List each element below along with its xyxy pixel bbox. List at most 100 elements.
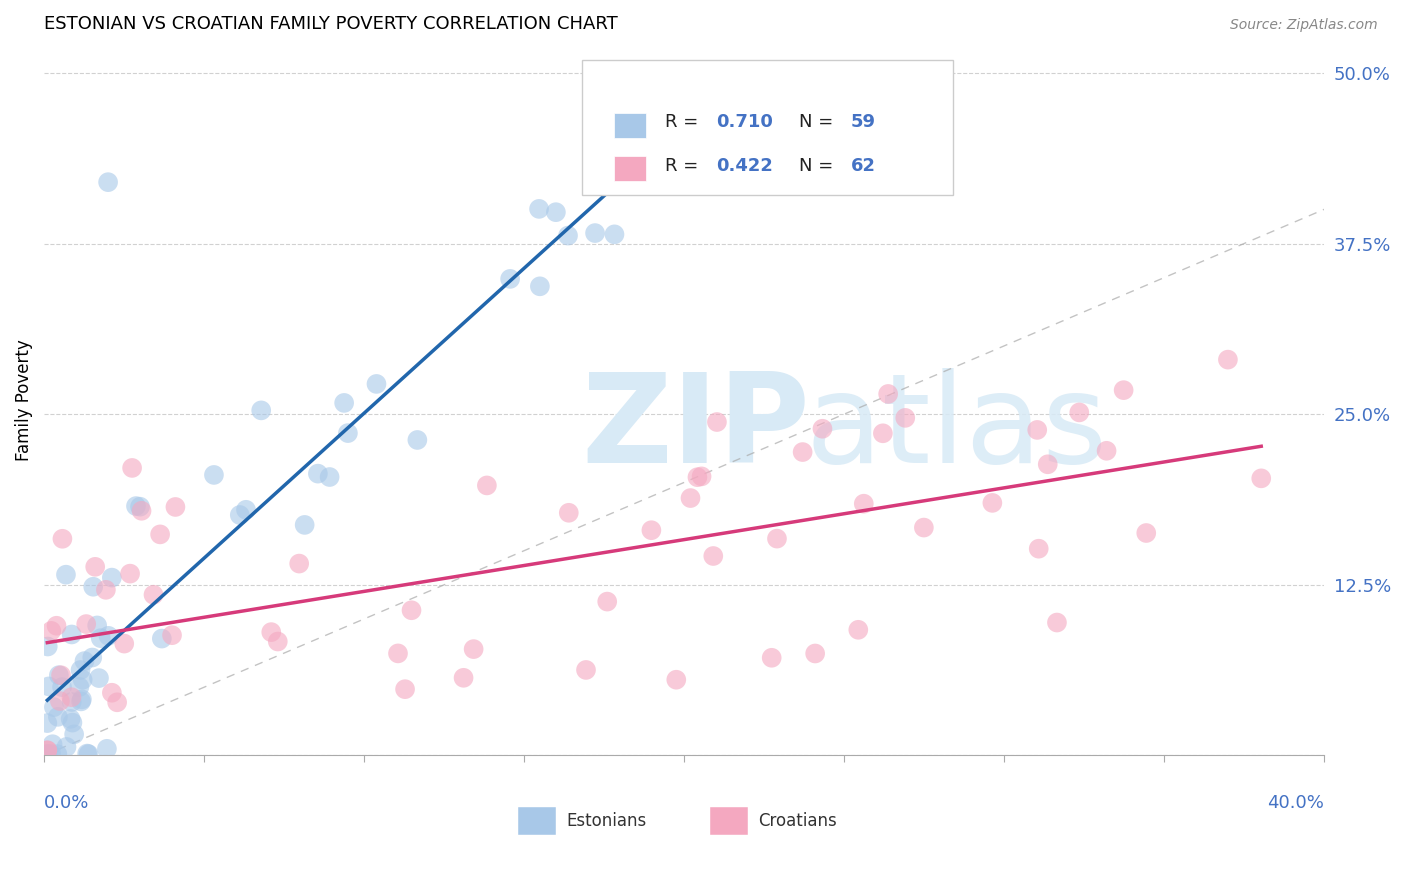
Point [463,642,485,657]
Point [1069,405,1091,419]
Point [558,506,581,520]
Point [37,747,59,761]
Point [1250,471,1272,485]
Point [499,272,522,286]
Point [125,499,148,513]
Point [307,467,329,481]
Point [70,694,93,708]
Point [62,715,84,730]
Point [686,470,709,484]
Point [39,747,62,761]
Point [202,467,225,482]
Point [544,205,567,219]
Point [336,426,359,441]
Point [690,469,713,483]
Point [39,624,62,638]
Point [105,695,128,709]
Text: 62: 62 [851,157,876,176]
Point [288,557,311,571]
Point [557,228,579,243]
Point [250,403,273,417]
Text: ZIP: ZIP [582,368,810,490]
Text: 0.0%: 0.0% [44,795,90,813]
Text: 0.422: 0.422 [716,157,773,176]
Point [60,690,83,705]
Point [129,500,152,514]
Point [1095,443,1118,458]
Point [37,743,59,757]
Text: atlas: atlas [806,368,1108,490]
Text: Source: ZipAtlas.com: Source: ZipAtlas.com [1230,18,1378,32]
Point [86,618,108,632]
Point [41,737,63,751]
Point [894,410,917,425]
Point [70,692,93,706]
Point [59,712,82,726]
Point [1046,615,1069,630]
Text: Croatians: Croatians [758,812,837,830]
Point [72,673,94,687]
Point [706,415,728,429]
Point [852,497,875,511]
Point [702,549,724,563]
Text: ESTONIAN VS CROATIAN FAMILY POVERTY CORRELATION CHART: ESTONIAN VS CROATIAN FAMILY POVERTY CORR… [44,15,617,33]
Point [51,532,73,546]
Point [82,650,104,665]
Point [37,716,59,731]
Point [912,520,935,534]
Point [872,426,894,441]
Point [46,747,69,761]
Point [387,647,409,661]
Bar [613,113,645,138]
Point [846,623,869,637]
Point [165,500,187,514]
Text: 59: 59 [851,113,876,131]
Point [981,496,1004,510]
Point [77,747,100,761]
Point [120,566,142,581]
Point [260,625,283,640]
Point [48,668,70,682]
Text: 0.710: 0.710 [716,113,773,131]
Point [366,376,388,391]
Point [527,202,550,216]
Point [804,647,827,661]
FancyBboxPatch shape [582,60,953,194]
Point [37,747,59,761]
Point [67,680,90,694]
Point [394,682,416,697]
Point [596,594,619,608]
Point [94,582,117,597]
Point [766,532,789,546]
Point [60,695,83,709]
Point [1216,352,1239,367]
Point [406,433,429,447]
Point [49,694,72,708]
Bar [517,806,555,835]
Point [84,559,107,574]
Point [101,686,124,700]
Point [229,508,252,522]
Point [149,527,172,541]
Point [665,673,688,687]
Point [333,396,356,410]
Point [55,739,77,754]
Point [97,175,120,189]
Text: N =: N = [799,113,839,131]
Point [51,680,73,694]
Point [76,747,98,761]
Point [1028,541,1050,556]
Point [235,503,257,517]
Point [90,631,112,645]
Point [811,422,834,436]
Point [75,617,97,632]
Text: R =: R = [665,157,704,176]
Bar [710,806,748,835]
Point [529,279,551,293]
Point [97,629,120,643]
Point [401,603,423,617]
Point [318,470,340,484]
Text: R =: R = [665,113,704,131]
Point [1135,526,1157,541]
Point [583,226,606,240]
